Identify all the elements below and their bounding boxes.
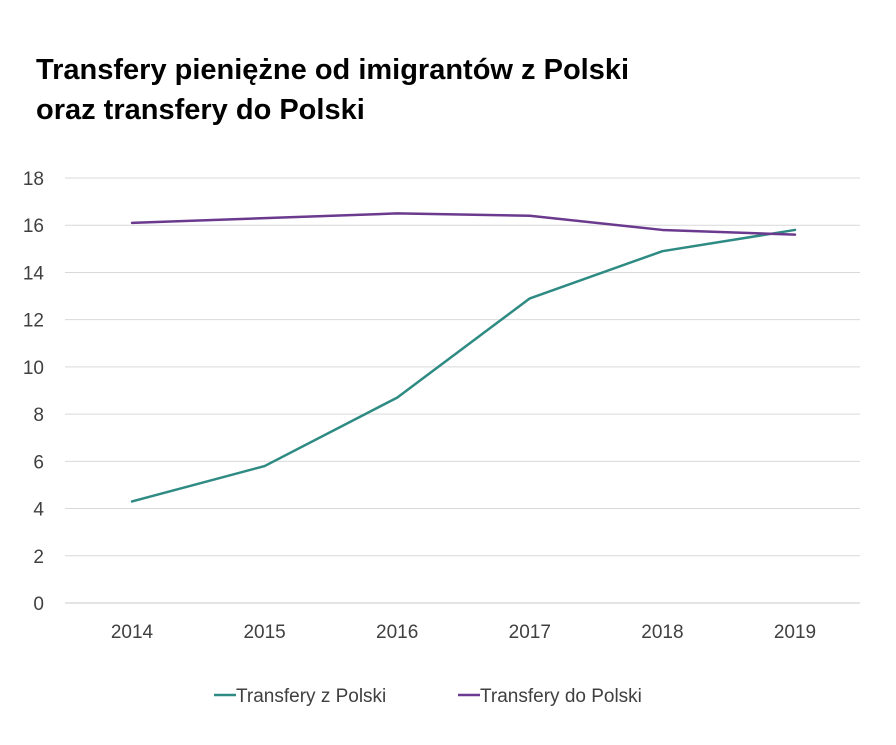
y-tick-label: 16 [23,216,44,237]
x-tick-label: 2017 [509,622,551,643]
x-tick-label: 2019 [774,622,816,643]
y-tick-label: 18 [23,169,44,190]
legend-item: Transfery do Polski [458,686,642,707]
chart-title-line-1: Transfery pieniężne od imigrantów z Pols… [36,54,630,86]
y-tick-label: 10 [23,358,44,379]
legend-item: Transfery z Polski [214,686,386,707]
y-axis-ticks: 0 2 4 6 8 10 12 14 16 18 [23,169,45,615]
chart-title-line-2: oraz transfery do Polski [36,94,365,126]
chart-title: Transfery pieniężne od imigrantów z Pols… [36,50,629,130]
x-tick-label: 2018 [641,622,683,643]
x-axis-ticks: 2014 2015 2016 2017 2018 2019 [111,622,816,643]
series-lines [130,212,797,503]
x-tick-label: 2014 [111,622,154,643]
x-tick-label: 2015 [243,622,285,643]
series-line-transfery-do-polski [130,212,797,236]
gridlines [65,177,860,604]
legend-label: Transfery do Polski [480,686,642,707]
y-tick-label: 14 [23,263,45,284]
y-tick-label: 0 [33,594,44,615]
x-tick-label: 2016 [376,622,418,643]
y-tick-label: 2 [33,547,44,568]
series-line-transfery-z-polski [130,228,797,503]
y-tick-label: 4 [33,500,44,521]
y-tick-label: 12 [23,311,44,332]
legend: Transfery z Polski Transfery do Polski [214,686,642,707]
y-tick-label: 6 [33,452,44,473]
legend-label: Transfery z Polski [236,686,386,707]
y-tick-label: 8 [33,405,44,426]
